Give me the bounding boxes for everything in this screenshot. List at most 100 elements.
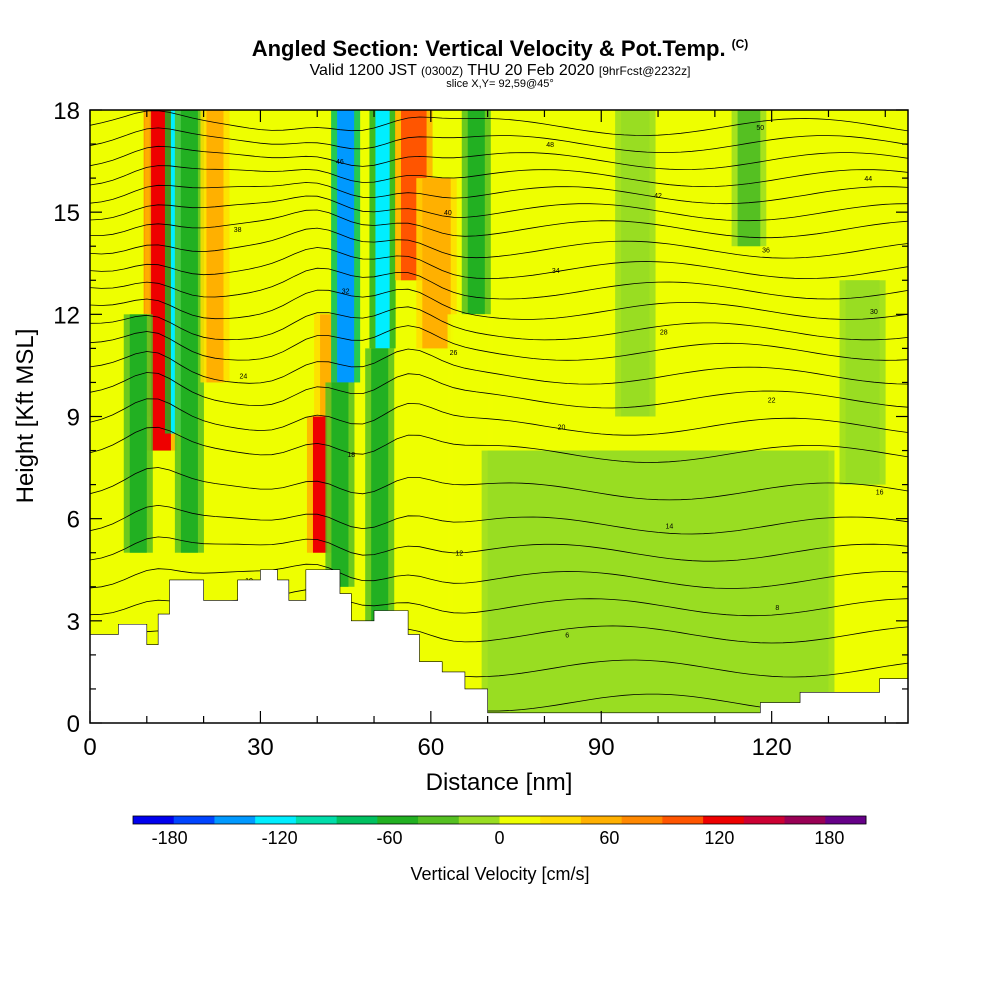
colorbar-swatch bbox=[214, 816, 256, 824]
x-tick-label: 90 bbox=[588, 734, 615, 761]
isentrope-label: 36 bbox=[762, 248, 770, 255]
velocity-field bbox=[123, 110, 886, 713]
isentrope-label: 18 bbox=[347, 452, 355, 459]
colorbar-swatch bbox=[784, 816, 826, 824]
velocity-band bbox=[312, 416, 328, 553]
colorbar-swatch bbox=[458, 816, 500, 824]
isentrope-label: 24 bbox=[239, 374, 247, 381]
chart-subtitle: Valid 1200 JST (0300Z) THU 20 Feb 2020 [… bbox=[0, 62, 1000, 80]
forecast-tag: [9hrFcst@2232z] bbox=[598, 64, 691, 78]
velocity-band bbox=[331, 382, 349, 587]
isentrope-label: 14 bbox=[666, 523, 674, 530]
colorbar-tick-label: 0 bbox=[494, 828, 504, 848]
isentrope-line bbox=[90, 267, 908, 300]
y-axis-label: Height [Kft MSL] bbox=[12, 329, 39, 504]
y-tick-label: 0 bbox=[67, 711, 80, 738]
colorbar-swatch bbox=[825, 816, 867, 824]
colorbar-swatch bbox=[499, 816, 541, 824]
velocity-band bbox=[621, 110, 650, 417]
velocity-band bbox=[206, 110, 224, 383]
velocity-band bbox=[337, 110, 355, 383]
y-tick-label: 6 bbox=[67, 507, 80, 534]
valid-date: THU 20 Feb 2020 bbox=[467, 62, 595, 79]
y-tick-label: 15 bbox=[53, 200, 80, 227]
colorbar-swatch bbox=[418, 816, 460, 824]
colorbar-tick-label: -60 bbox=[377, 828, 403, 848]
valid-utc: (0300Z) bbox=[421, 64, 464, 78]
colorbar-tick-label: 180 bbox=[814, 828, 844, 848]
isentrope-label: 6 bbox=[565, 632, 569, 639]
velocity-band bbox=[467, 110, 485, 315]
isentrope-label: 12 bbox=[455, 551, 463, 558]
isentrope-label: 32 bbox=[342, 288, 350, 295]
velocity-band bbox=[371, 348, 389, 621]
velocity-band bbox=[129, 314, 147, 553]
colorbar-label: Vertical Velocity [cm/s] bbox=[410, 864, 589, 884]
isentrope-line bbox=[90, 288, 908, 320]
y-tick-label: 9 bbox=[67, 405, 80, 432]
x-axis-label: Distance [nm] bbox=[426, 769, 573, 796]
isentrope-label: 34 bbox=[552, 268, 560, 275]
isentrope-line bbox=[90, 165, 908, 188]
isentrope-label: 30 bbox=[870, 309, 878, 316]
terrain bbox=[90, 569, 908, 723]
isentrope-line bbox=[90, 348, 908, 385]
colorbar-swatch bbox=[743, 816, 786, 824]
colorbar-swatch bbox=[540, 816, 582, 824]
isentrope-label: 44 bbox=[864, 176, 872, 183]
x-tick-label: 30 bbox=[247, 734, 274, 761]
velocity-band bbox=[180, 110, 198, 553]
isentrope-lines: 2468101214161820222426283032343638404244… bbox=[90, 110, 908, 712]
colorbar-swatch bbox=[621, 816, 663, 824]
x-axis: 0 30 60 90 120 bbox=[83, 110, 886, 761]
colorbar-swatch bbox=[377, 816, 419, 824]
valid-prefix: Valid 1200 JST bbox=[309, 62, 417, 79]
isentrope-label: 22 bbox=[768, 397, 776, 404]
isentrope-line bbox=[90, 195, 908, 222]
isentrope-line bbox=[90, 536, 908, 562]
slice-label: slice X,Y= 92,59@45° bbox=[446, 78, 554, 90]
copyright-mark: (C) bbox=[731, 36, 749, 51]
colorbar-swatch bbox=[703, 816, 745, 824]
y-tick-label: 3 bbox=[67, 609, 80, 636]
colorbar-tick-label: -180 bbox=[152, 828, 188, 848]
isentrope-label: 46 bbox=[336, 159, 344, 166]
colorbar-swatch bbox=[133, 816, 175, 824]
colorbar: -180 -120 -60 0 60 120 180 bbox=[132, 815, 867, 848]
isentrope-line bbox=[90, 467, 908, 501]
isentrope-label: 20 bbox=[558, 425, 566, 432]
colorbar-swatch bbox=[255, 816, 297, 824]
isentrope-label: 26 bbox=[450, 350, 458, 357]
isentrope-line bbox=[90, 504, 908, 535]
colorbar-swatch bbox=[295, 816, 338, 824]
isentrope-label: 42 bbox=[654, 193, 662, 200]
isentrope-label: 40 bbox=[444, 210, 452, 217]
isentrope-line bbox=[90, 247, 908, 280]
x-tick-label: 120 bbox=[752, 734, 792, 761]
colorbar-tick-label: 120 bbox=[704, 828, 734, 848]
isentrope-line bbox=[90, 398, 908, 436]
colorbar-swatch bbox=[173, 816, 215, 824]
x-tick-label: 60 bbox=[417, 734, 444, 761]
isentrope-line bbox=[90, 325, 908, 361]
terrain-mask bbox=[90, 569, 908, 723]
colorbar-swatch bbox=[336, 816, 378, 824]
y-tick-label: 18 bbox=[53, 98, 80, 125]
isentrope-line bbox=[90, 227, 908, 259]
isentrope-line bbox=[90, 426, 908, 463]
chart-title: Angled Section: Vertical Velocity & Pot.… bbox=[0, 36, 1000, 62]
velocity-band bbox=[375, 110, 390, 349]
isentrope-line bbox=[90, 182, 908, 205]
colorbar-swatch bbox=[580, 816, 623, 824]
isentrope-label: 38 bbox=[234, 227, 242, 234]
isentrope-label: 28 bbox=[660, 329, 668, 336]
x-tick-label: 0 bbox=[83, 734, 96, 761]
velocity-band bbox=[487, 450, 829, 713]
isentrope-line bbox=[90, 127, 908, 153]
colorbar-tick-label: -120 bbox=[262, 828, 298, 848]
isentrope-label: 48 bbox=[546, 142, 554, 149]
colorbar-swatch bbox=[662, 816, 704, 824]
isentrope-line bbox=[90, 372, 908, 409]
